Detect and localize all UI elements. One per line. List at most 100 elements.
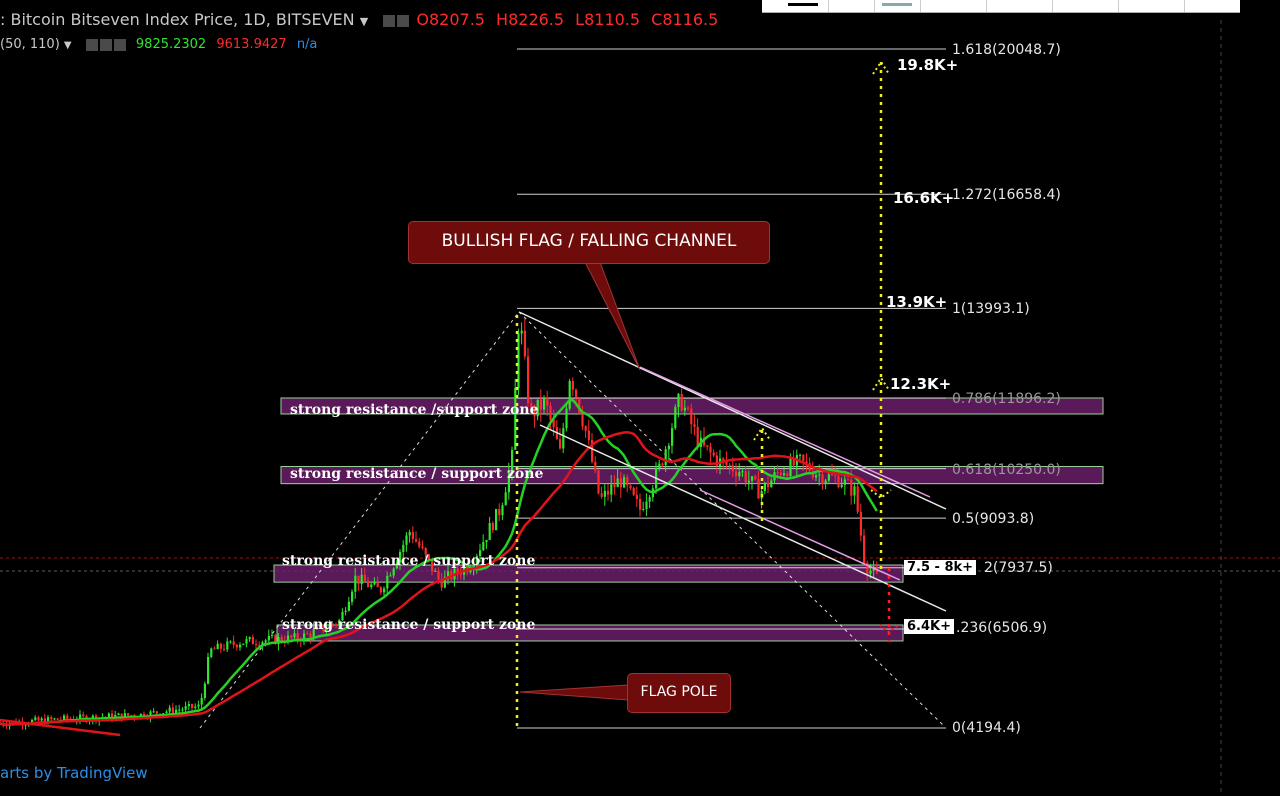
candle-body [619,478,622,488]
candle-body [648,497,651,502]
candle-body [443,576,446,588]
fib-label: 0.5(9093.8) [952,511,1035,527]
top-toolbar[interactable] [762,0,1240,13]
candle-body [511,449,514,471]
candle-body [411,532,414,540]
candle-body [607,490,610,495]
symbol-title[interactable]: Bitcoin Bitseven Index Price, 1D, BITSEV… [10,10,355,29]
candle-body [687,407,690,409]
ma-fast-line [0,398,878,727]
candle-body [248,637,251,640]
candle-body [53,718,56,720]
candle-body [232,641,235,645]
toolbar-segment[interactable] [762,0,829,12]
candle-body [303,633,306,642]
candle-body [459,573,462,575]
candle-body [767,482,770,488]
candle-body [79,714,82,721]
candle-body [872,567,875,571]
candle-body [43,718,46,724]
gear-icon[interactable] [99,38,112,51]
candle-body [107,713,110,717]
fib-trend-line [518,311,945,727]
candle-body [581,412,584,427]
candle-body [501,505,504,516]
candle-body [591,440,594,462]
candle-body [674,407,677,429]
toolbar-segment[interactable] [986,0,1053,12]
candle-body [376,582,379,588]
toolbar-segment[interactable] [1118,0,1185,12]
candle-body [171,707,174,714]
toolbar-segment[interactable] [920,0,987,12]
candle-body [255,644,258,646]
indicator-header: (50, 110) ▼ 9825.2302 9613.9427 n/a [0,37,318,52]
symbol-header: : Bitcoin Bitseven Index Price, 1D, BITS… [0,10,718,29]
low-label: L [575,10,585,29]
candle-body [315,626,318,630]
close-icon[interactable] [113,38,126,51]
candle-body [290,635,293,638]
chevron-down-icon[interactable]: ▼ [359,15,369,28]
candle-body [367,581,370,588]
candle-body [306,633,309,635]
candle-body [863,535,866,563]
candle-body [632,488,635,495]
candle-body [200,697,203,705]
candle-body [399,551,402,563]
candle-body [575,389,578,398]
candle-body [37,717,40,721]
candle-body [837,476,840,488]
candle-body [82,714,85,717]
candle-body [178,709,181,711]
candle-body [754,476,757,480]
target-label: 7.5 - 8k+ [904,560,977,575]
candle-body [405,535,408,545]
candle-body [623,477,626,488]
gear-icon[interactable] [397,14,410,27]
fib-label: 1.618(20048.7) [952,42,1061,58]
fib-label: 0.786(11896.2) [952,391,1061,407]
candle-body [866,562,869,574]
candle-body [834,475,837,477]
toolbar-segment[interactable] [874,0,921,12]
eye-icon[interactable] [383,14,396,27]
toolbar-segment[interactable] [828,0,875,12]
candle-body [235,644,238,648]
support-resistance-zone [280,466,1104,485]
candle-body [549,405,552,420]
target-label: 16.6K+ [893,189,955,207]
indicator-params[interactable]: 50, 110 [5,37,55,52]
attribution-text[interactable]: arts by TradingView [0,764,148,782]
candle-body [859,511,862,536]
zone-label: strong resistance /support zone [290,402,539,418]
candle-body [747,480,750,483]
target-arrow [870,489,892,500]
candle-body [402,544,405,552]
toolbar-segment[interactable] [1052,0,1119,12]
candle-body [456,568,459,574]
candle-body [642,509,645,511]
candle-body [603,490,606,497]
candle-body [207,656,210,684]
candle-body [779,472,782,476]
candle-body [552,419,555,427]
candle-body [539,399,542,410]
candle-body [408,532,411,536]
candle-body [799,454,802,456]
candle-body [751,476,754,481]
candle-body [523,330,526,357]
candle-body [517,333,520,388]
chevron-down-icon[interactable]: ▼ [63,40,72,51]
candle-body [197,704,200,707]
candle-body [562,428,565,449]
candle-body [351,591,354,602]
eye-icon[interactable] [85,38,98,51]
tradingview-attribution[interactable]: arts by TradingView [0,764,148,782]
candle-body [354,575,357,592]
candle-body [856,486,859,512]
candle-body [344,610,347,612]
zone-label: strong resistance / support zone [290,466,544,482]
candle-body [469,569,472,573]
